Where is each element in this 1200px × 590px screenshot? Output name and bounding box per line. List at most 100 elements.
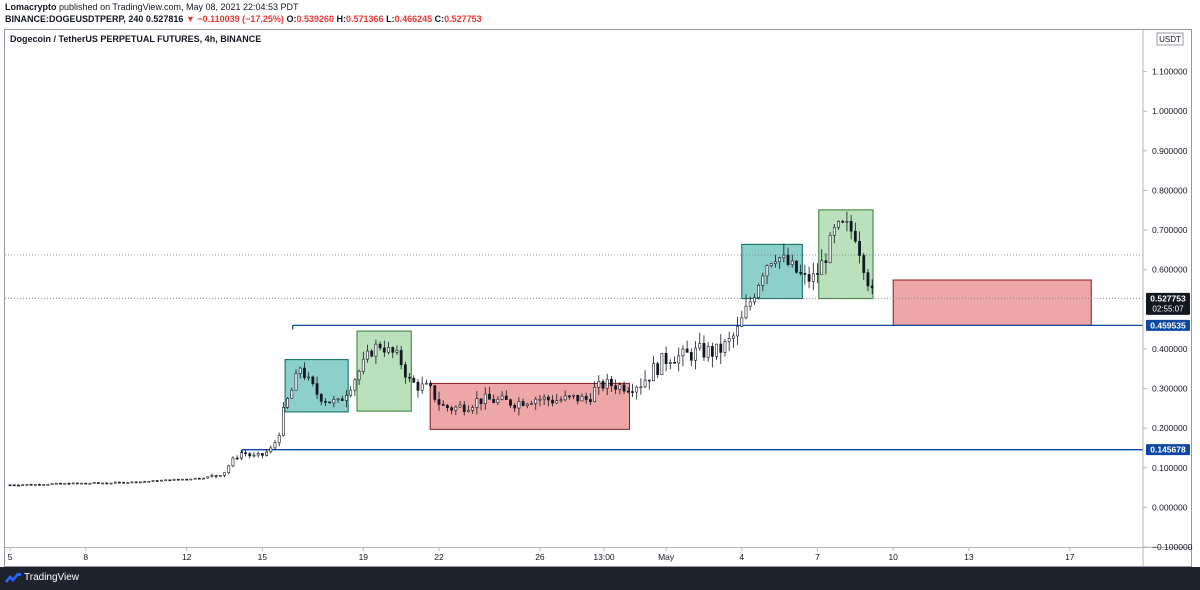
author-name[interactable]: Lomacrypto xyxy=(5,2,57,12)
candle-body xyxy=(408,376,411,379)
zone-box-red[interactable] xyxy=(892,279,1092,326)
candle-body xyxy=(345,395,348,401)
candle-body xyxy=(681,348,685,357)
candle-body xyxy=(248,453,252,457)
candle-body xyxy=(820,260,824,275)
time-tick-label: 13 xyxy=(964,552,974,562)
candle-body xyxy=(622,384,626,392)
candle-body xyxy=(193,477,197,480)
candle-body xyxy=(799,272,803,274)
candle-body xyxy=(202,477,205,480)
price-label-bg xyxy=(1146,319,1190,331)
candle-body xyxy=(59,482,62,485)
candle-body xyxy=(807,274,811,282)
price-tick-label: 0.700000 xyxy=(1152,225,1188,235)
close-value: 0.527753 xyxy=(444,14,482,24)
candle-body xyxy=(160,479,163,482)
time-tick-label: 12 xyxy=(182,552,192,562)
candle-body xyxy=(698,343,702,349)
candle-body xyxy=(42,484,46,486)
zone-box-teal[interactable] xyxy=(741,243,803,300)
price-tick-label: 1.100000 xyxy=(1152,67,1188,77)
candle-body xyxy=(677,355,681,364)
time-tick-label: 17 xyxy=(1065,552,1075,562)
price-axis[interactable]: 1.100000 1.000000 0.900000 0.800000 0.700000… xyxy=(1143,67,1193,552)
candle-body xyxy=(811,273,815,282)
candle-body xyxy=(382,347,386,353)
candle-body xyxy=(96,482,100,484)
currency-label: USDT xyxy=(1159,35,1181,44)
candle-body xyxy=(710,346,714,357)
candle-body xyxy=(349,389,353,396)
zone-box-green[interactable] xyxy=(818,209,874,300)
candle-body xyxy=(853,230,857,242)
candle-body xyxy=(126,482,130,484)
zone-box-green[interactable] xyxy=(356,330,412,412)
candle-body xyxy=(538,398,542,401)
chart-title: Dogecoin / TetherUS PERPETUAL FUTURES, 4… xyxy=(10,34,261,44)
open-label: O: xyxy=(286,14,297,24)
candle-body xyxy=(336,398,340,401)
candle-body xyxy=(181,478,184,481)
candle-body xyxy=(387,347,390,353)
candle-body xyxy=(731,335,735,339)
candle-body xyxy=(252,454,256,457)
candle-body xyxy=(782,254,786,258)
candle-body xyxy=(223,472,226,476)
candle-body xyxy=(437,399,441,405)
candle-body xyxy=(122,481,125,484)
time-tick-label: 4 xyxy=(739,552,744,562)
candle-body xyxy=(332,399,336,404)
candle-body xyxy=(744,305,748,319)
candle-body xyxy=(117,481,121,484)
low-label: L: xyxy=(386,14,395,24)
candle-body xyxy=(614,385,618,390)
candle-body xyxy=(311,376,315,384)
candle-body xyxy=(790,260,794,265)
candle-body xyxy=(84,482,88,485)
price-tick-label: 0.100000 xyxy=(1152,463,1188,473)
candle-body xyxy=(403,364,407,378)
candle-body xyxy=(727,338,731,342)
tradingview-brand[interactable]: TradingView xyxy=(24,572,80,583)
candle-body xyxy=(29,484,33,486)
candle-body xyxy=(673,362,676,364)
candle-body xyxy=(656,363,660,375)
candle-body xyxy=(218,474,222,477)
candle-body xyxy=(366,350,369,360)
candle-body xyxy=(8,484,12,487)
candle-body xyxy=(816,273,819,275)
candle-body xyxy=(429,382,432,386)
candle-body xyxy=(471,407,475,411)
candle-body xyxy=(832,226,836,236)
candle-body xyxy=(580,395,584,402)
candle-body xyxy=(17,484,20,487)
candle-body xyxy=(412,377,416,383)
candle-body xyxy=(147,480,151,483)
candle-body xyxy=(235,457,239,460)
time-axis[interactable]: 5 8 12 15 19 22 26 13:00 May 4 7 10 13 17 xyxy=(8,547,1075,562)
time-tick-label: 13:00 xyxy=(593,552,615,562)
candle-body xyxy=(542,396,546,400)
candle-body xyxy=(12,484,16,487)
candle-body xyxy=(576,394,580,402)
candle-body xyxy=(374,343,378,357)
price-chart[interactable]: 1.100000 1.000000 0.900000 0.800000 0.700000… xyxy=(0,0,1200,567)
candle-body xyxy=(458,404,462,408)
candle-body xyxy=(176,478,180,481)
candle-body xyxy=(715,343,718,357)
candle-body xyxy=(303,367,306,378)
candle-body xyxy=(25,484,29,486)
candle-body xyxy=(214,475,218,477)
tradingview-logo-icon[interactable] xyxy=(5,572,21,584)
candle-body xyxy=(736,326,739,337)
candle-body xyxy=(256,453,260,456)
price-tick-label: 0.200000 xyxy=(1152,423,1188,433)
candle-body xyxy=(197,477,201,480)
candle-body xyxy=(454,406,458,411)
candle-body xyxy=(307,376,311,379)
candle-body xyxy=(462,404,466,413)
high-value: 0.571366 xyxy=(346,14,384,24)
price-tick-label: 0.000000 xyxy=(1152,502,1188,512)
